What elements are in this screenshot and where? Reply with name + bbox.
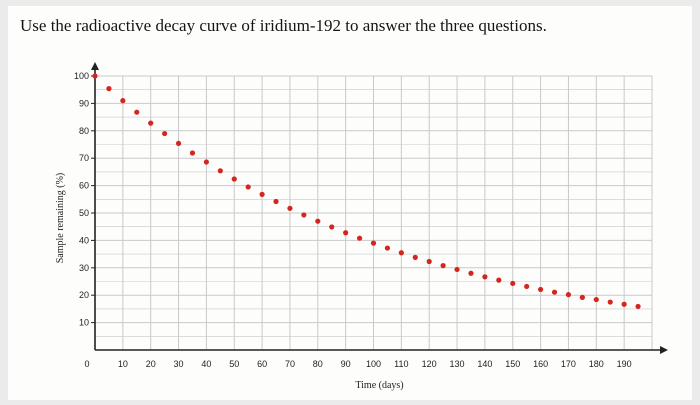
data-point xyxy=(134,109,140,115)
y-axis-title: Sample remaining (%) xyxy=(55,173,66,264)
y-tick-label: 40 xyxy=(79,235,89,245)
data-point xyxy=(384,245,391,251)
data-point xyxy=(593,296,599,303)
data-point xyxy=(273,198,279,205)
data-point xyxy=(412,254,418,260)
grid xyxy=(95,75,653,350)
data-point xyxy=(454,266,460,273)
data-point xyxy=(370,240,377,246)
y-tick-label: 80 xyxy=(79,126,89,136)
y-axis-arrow xyxy=(91,62,99,70)
x-tick-label: 190 xyxy=(617,359,632,369)
x-tick-label: 160 xyxy=(533,359,548,369)
data-point xyxy=(106,86,112,92)
data-points xyxy=(92,73,641,310)
y-tick-label: 30 xyxy=(79,263,89,273)
y-tick-label: 20 xyxy=(79,290,89,300)
data-point xyxy=(565,292,572,298)
x-tick-label: 50 xyxy=(229,359,239,369)
x-tick-label: 70 xyxy=(285,359,295,369)
data-point xyxy=(356,235,363,241)
x-tick-label: 180 xyxy=(589,359,604,369)
axes xyxy=(91,62,668,354)
data-point xyxy=(120,98,126,104)
data-point xyxy=(538,286,544,293)
data-point xyxy=(231,176,237,182)
data-point xyxy=(551,289,558,295)
x-tick-label: 150 xyxy=(505,359,520,369)
x-axis-arrow xyxy=(660,346,668,354)
x-tick-label: 140 xyxy=(477,359,492,369)
x-tick-label: 170 xyxy=(561,359,576,369)
data-point xyxy=(162,130,168,137)
x-axis-title: Time (days) xyxy=(355,380,403,391)
data-point xyxy=(579,294,585,300)
data-point xyxy=(398,250,404,256)
question-panel: Use the radioactive decay curve of iridi… xyxy=(8,6,692,400)
data-point xyxy=(287,205,293,211)
x-tick-label: 80 xyxy=(313,359,323,369)
question-text: Use the radioactive decay curve of iridi… xyxy=(20,16,547,35)
y-tick-label: 50 xyxy=(79,208,89,218)
data-point xyxy=(426,258,432,265)
x-tick-label: 30 xyxy=(174,359,184,369)
data-point xyxy=(468,270,474,276)
data-point xyxy=(245,184,251,190)
x-tick-label: 100 xyxy=(366,359,381,369)
data-point xyxy=(607,299,613,305)
data-point xyxy=(175,140,182,147)
data-point xyxy=(259,191,265,197)
x-tick-label: 20 xyxy=(146,359,156,369)
data-point xyxy=(440,263,446,269)
x-tick-label: 110 xyxy=(394,359,408,369)
data-point xyxy=(217,168,223,174)
y-tick-label: 100 xyxy=(74,71,89,81)
x-ticks: 10 20 30 40 50 60 70 80 90 100 110 120 130 140 150 160 1… xyxy=(118,359,632,369)
x-tick-label: 10 xyxy=(118,359,128,369)
data-point xyxy=(496,277,502,283)
data-point xyxy=(203,159,209,165)
x-tick-label: 90 xyxy=(341,359,351,369)
data-point xyxy=(510,280,516,287)
y-tick-label: 10 xyxy=(79,318,89,328)
origin-label: 0 xyxy=(84,359,89,369)
x-tick-label: 60 xyxy=(257,359,267,369)
data-point xyxy=(329,224,335,230)
data-point xyxy=(524,283,530,290)
data-point xyxy=(92,73,98,79)
x-tick-label: 120 xyxy=(422,359,437,369)
data-point xyxy=(343,230,349,236)
y-ticks: 10 20 30 40 50 60 70 80 90 100 xyxy=(74,71,95,328)
x-tick-label: 40 xyxy=(201,359,211,369)
y-tick-label: 70 xyxy=(79,153,89,163)
y-tick-label: 90 xyxy=(79,98,89,108)
data-point xyxy=(301,212,307,218)
data-point xyxy=(635,303,641,310)
y-tick-label: 60 xyxy=(79,181,89,191)
data-point xyxy=(621,301,627,307)
data-point xyxy=(482,274,488,280)
data-point xyxy=(148,120,154,126)
x-tick-label: 130 xyxy=(450,359,465,369)
data-point xyxy=(315,218,321,224)
data-point xyxy=(189,150,196,156)
